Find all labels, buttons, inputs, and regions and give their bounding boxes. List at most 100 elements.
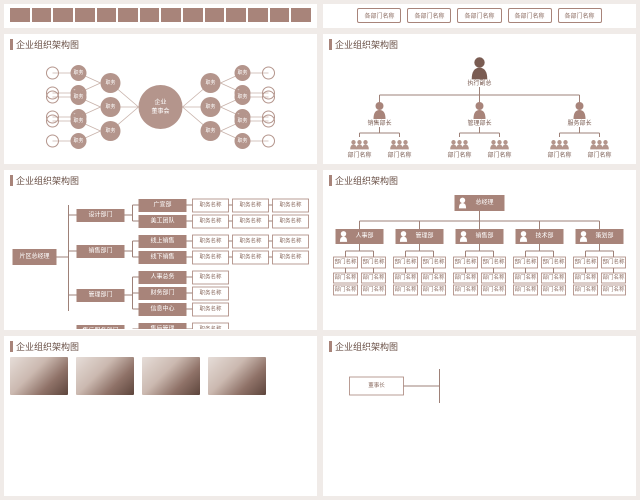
svg-text:部门名称: 部门名称 <box>514 258 537 266</box>
svg-text:部门名称: 部门名称 <box>542 258 565 266</box>
panel-title: 企业组织架构图 <box>335 340 398 353</box>
svg-text:职务: 职务 <box>73 137 83 144</box>
tab-item <box>161 8 181 22</box>
org-diagram: 总经理人事部部门名称部门名称部门名称部门名称部门名称部门名称管理部部门名称部门名… <box>329 191 630 329</box>
tab-item <box>183 8 203 22</box>
svg-text:部门名称: 部门名称 <box>547 151 571 159</box>
photo-thumb <box>76 357 134 395</box>
panel-dept-boxes: 各部门名称各部门名称各部门名称各部门名称各部门名称 <box>323 4 636 28</box>
title-accent <box>10 175 13 186</box>
box-diagram: 董事长 <box>329 357 630 417</box>
svg-text:信息中心: 信息中心 <box>150 305 174 313</box>
svg-text:部门名称: 部门名称 <box>542 273 565 281</box>
svg-text:销售部长: 销售部长 <box>367 119 391 127</box>
title-accent <box>329 341 332 352</box>
svg-text:部门名称: 部门名称 <box>387 151 411 159</box>
svg-text:人事总务: 人事总务 <box>150 273 174 281</box>
svg-text:管理部长: 管理部长 <box>467 119 491 127</box>
title-accent <box>329 39 332 50</box>
svg-text:职务名称: 职务名称 <box>199 201 222 209</box>
tab-item <box>118 8 138 22</box>
svg-text:服务部长: 服务部长 <box>567 119 591 127</box>
svg-text:部门名称: 部门名称 <box>334 258 357 266</box>
svg-text:职务: 职务 <box>205 103 215 110</box>
svg-text:部门名称: 部门名称 <box>362 285 385 293</box>
panel-title: 企业组织架构图 <box>335 174 398 187</box>
svg-text:部门名称: 部门名称 <box>394 273 417 281</box>
svg-text:职务名称: 职务名称 <box>199 217 222 225</box>
svg-text:部门名称: 部门名称 <box>587 151 611 159</box>
tab-item <box>32 8 52 22</box>
title-accent <box>10 341 13 352</box>
svg-text:部门名称: 部门名称 <box>574 258 597 266</box>
panel-title: 企业组织架构图 <box>16 340 79 353</box>
svg-text:线下销售: 线下销售 <box>150 253 174 261</box>
svg-text:部门名称: 部门名称 <box>394 258 417 266</box>
svg-text:部门名称: 部门名称 <box>422 285 445 293</box>
svg-text:职务名称: 职务名称 <box>199 237 222 245</box>
svg-text:董事长: 董事长 <box>368 381 385 389</box>
svg-text:部门名称: 部门名称 <box>422 258 445 266</box>
svg-text:部门名称: 部门名称 <box>454 258 477 266</box>
hierarchy-diagram: 执行副总 销售部长 部门名称 部门名称 管理部长 部门名称 <box>329 55 630 163</box>
dept-box: 各部门名称 <box>508 8 552 23</box>
svg-text:广宣部: 广宣部 <box>153 201 171 209</box>
svg-text:部门名称: 部门名称 <box>362 258 385 266</box>
panel-tree: 企业组织架构图 片区总经理设计部门广宣部职务名称职务名称职务名称美工团队职务名称… <box>4 170 317 330</box>
svg-text:总经理: 总经理 <box>475 198 493 206</box>
svg-text:职务: 职务 <box>237 69 247 76</box>
tab-item <box>53 8 73 22</box>
dept-box: 各部门名称 <box>407 8 451 23</box>
svg-text:管理部: 管理部 <box>415 232 433 240</box>
photo-thumb <box>10 357 68 395</box>
dept-box: 各部门名称 <box>357 8 401 23</box>
svg-text:部门名称: 部门名称 <box>574 273 597 281</box>
svg-text:职务名称: 职务名称 <box>239 201 262 209</box>
svg-text:策划部: 策划部 <box>595 232 613 240</box>
svg-text:职务: 职务 <box>73 69 83 76</box>
svg-text:部门名称: 部门名称 <box>487 151 511 159</box>
svg-text:部门名称: 部门名称 <box>334 273 357 281</box>
svg-text:部门名称: 部门名称 <box>422 273 445 281</box>
svg-text:部门名称: 部门名称 <box>482 285 505 293</box>
svg-text:职务名称: 职务名称 <box>279 217 302 225</box>
svg-text:职务: 职务 <box>205 79 215 86</box>
svg-text:片区总经理: 片区总经理 <box>19 252 49 260</box>
svg-text:职务: 职务 <box>237 137 247 144</box>
svg-text:部门名称: 部门名称 <box>447 151 471 159</box>
tab-item <box>10 8 30 22</box>
svg-text:职务名称: 职务名称 <box>199 273 222 281</box>
svg-text:职务: 职务 <box>105 79 115 86</box>
hub-diagram: 企业董事会职务职务职务职务职务职务职务职务职务职务职务职务职务职务职务职务职务职… <box>10 55 311 160</box>
svg-text:企业: 企业 <box>154 98 166 106</box>
panel-title: 企业组织架构图 <box>16 38 79 51</box>
title-accent <box>10 39 13 50</box>
tab-item <box>75 8 95 22</box>
svg-text:职务名称: 职务名称 <box>239 217 262 225</box>
svg-text:部门名称: 部门名称 <box>602 258 625 266</box>
svg-text:销售部门: 销售部门 <box>88 247 112 255</box>
svg-text:职务名称: 职务名称 <box>239 253 262 261</box>
svg-text:部门名称: 部门名称 <box>347 151 371 159</box>
tab-item <box>248 8 268 22</box>
svg-text:职务名称: 职务名称 <box>199 253 222 261</box>
dept-box: 各部门名称 <box>457 8 501 23</box>
svg-text:职务名称: 职务名称 <box>279 237 302 245</box>
svg-text:部门名称: 部门名称 <box>574 285 597 293</box>
tree-diagram: 片区总经理设计部门广宣部职务名称职务名称职务名称美工团队职务名称职务名称职务名称… <box>10 191 311 329</box>
svg-text:部门名称: 部门名称 <box>362 273 385 281</box>
svg-text:职务名称: 职务名称 <box>279 253 302 261</box>
svg-text:职务名称: 职务名称 <box>199 289 222 297</box>
svg-text:线上销售: 线上销售 <box>150 237 174 245</box>
svg-text:部门名称: 部门名称 <box>482 273 505 281</box>
tab-item <box>140 8 160 22</box>
svg-text:部门名称: 部门名称 <box>454 273 477 281</box>
panel-photos: 企业组织架构图 <box>4 336 317 496</box>
svg-text:部门名称: 部门名称 <box>454 285 477 293</box>
svg-text:设计部门: 设计部门 <box>88 211 112 219</box>
svg-text:职务: 职务 <box>237 117 247 124</box>
panel-hierarchy: 企业组织架构图 执行副总 销售部长 部门名称 部门名称 管理部长 <box>323 34 636 164</box>
svg-text:部门名称: 部门名称 <box>602 273 625 281</box>
svg-text:部门名称: 部门名称 <box>334 285 357 293</box>
svg-text:职务: 职务 <box>237 93 247 100</box>
